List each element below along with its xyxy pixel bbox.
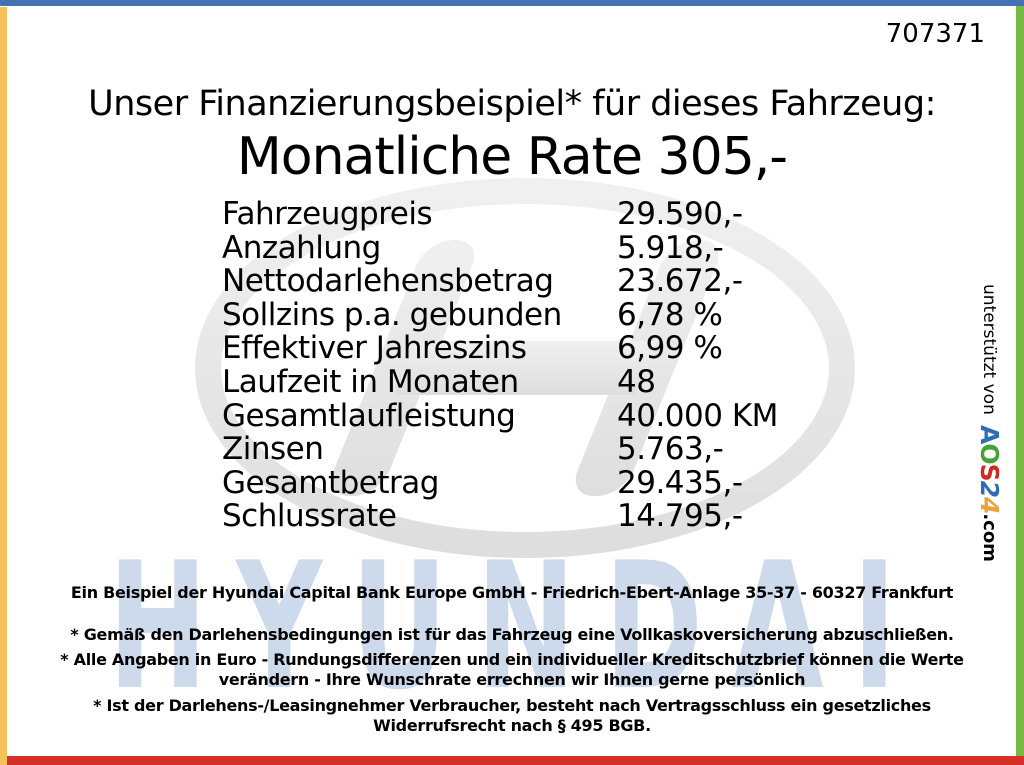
finance-value: 5.918,- <box>617 229 724 266</box>
table-row: Zinsen 5.763,- <box>222 433 778 467</box>
finance-label: Anzahlung <box>222 229 381 266</box>
footer-note-insurance: * Gemäß den Darlehensbedingungen ist für… <box>70 625 954 644</box>
finance-value: 23.672,- <box>617 263 743 300</box>
aos24-letter: 4 <box>975 496 1004 514</box>
table-row: Sollzins p.a. gebunden 6,78 % <box>222 296 778 333</box>
footer-note-withdrawal: * Ist der Darlehens-/Leasingnehmer Verbr… <box>12 696 1012 735</box>
monthly-rate-headline: Monatliche Rate 305,- <box>236 127 788 187</box>
finance-value: 14.795,- <box>617 498 743 535</box>
finance-value: 48 <box>617 363 656 400</box>
finance-value: 6,78 % <box>617 296 723 333</box>
finance-value: 40.000 KM <box>617 397 778 434</box>
table-row: Fahrzeugpreis 29.590,- <box>222 196 778 232</box>
finance-label: Nettodarlehensbetrag <box>222 263 554 300</box>
doc-number: 707371 <box>885 19 985 49</box>
table-row: Nettodarlehensbetrag 23.672,- <box>222 265 778 299</box>
aos24-letter: S <box>975 463 1004 481</box>
footer-bank-line: Ein Beispiel der Hyundai Capital Bank Eu… <box>70 583 954 602</box>
aos24-logo: AOS24 <box>975 425 1004 513</box>
finance-label: Fahrzeugpreis <box>222 196 433 232</box>
finance-label: Gesamtbetrag <box>222 464 439 501</box>
aos24-letter: O <box>975 443 1004 464</box>
footer-note-line: verändern - Ihre Wunschrate errechnen wi… <box>218 669 806 689</box>
hyundai-wordmark-watermark: HYUNDAI <box>108 526 926 729</box>
table-row: Schlussrate 14.795,- <box>222 500 778 534</box>
footer-note-line: Widerrufsrecht nach § 495 BGB. <box>373 715 651 735</box>
footer-note-euro: * Alle Angaben in Euro - Rundungsdiffere… <box>12 650 1012 689</box>
hyundai-emblem-watermark-icon <box>195 178 855 558</box>
supported-by-vertical-note: unterstützt von AOS24.com <box>975 284 1004 562</box>
frame-right-bar <box>1016 6 1024 756</box>
frame-bottom-bar <box>7 756 1024 765</box>
finance-label: Sollzins p.a. gebunden <box>222 296 562 333</box>
finance-label: Schlussrate <box>222 498 397 535</box>
finance-table: Fahrzeugpreis 29.590,- Anzahlung 5.918,-… <box>222 196 778 534</box>
aos24-letter: A <box>975 424 1004 444</box>
footer-note-line: * Ist der Darlehens-/Leasingnehmer Verbr… <box>93 696 931 715</box>
table-row: Effektiver Jahreszins 6,99 % <box>222 332 778 366</box>
finance-label: Zinsen <box>222 431 324 468</box>
finance-label: Effektiver Jahreszins <box>222 330 527 367</box>
finance-value: 29.590,- <box>617 196 743 232</box>
aos24-letter: 2 <box>975 480 1004 497</box>
footer-note-line: * Alle Angaben in Euro - Rundungsdiffere… <box>60 650 964 669</box>
table-row: Laufzeit in Monaten 48 <box>222 363 778 400</box>
table-row: Anzahlung 5.918,- <box>222 229 778 266</box>
page-title: Unser Finanzierungsbeispiel* für dieses … <box>88 84 936 124</box>
finance-value: 29.435,- <box>617 464 743 501</box>
table-row: Gesamtbetrag 29.435,- <box>222 464 778 501</box>
aos24-domain-suffix: .com <box>979 513 1000 562</box>
finance-value: 5.763,- <box>617 431 724 468</box>
frame-left-bar <box>0 7 7 765</box>
table-row: Gesamtlaufleistung 40.000 KM <box>222 397 778 434</box>
finance-value: 6,99 % <box>617 330 723 367</box>
supported-by-label: unterstützt von <box>979 284 999 415</box>
finance-label: Gesamtlaufleistung <box>222 397 516 434</box>
frame-top-bar <box>0 0 1024 6</box>
finance-label: Laufzeit in Monaten <box>222 363 519 400</box>
